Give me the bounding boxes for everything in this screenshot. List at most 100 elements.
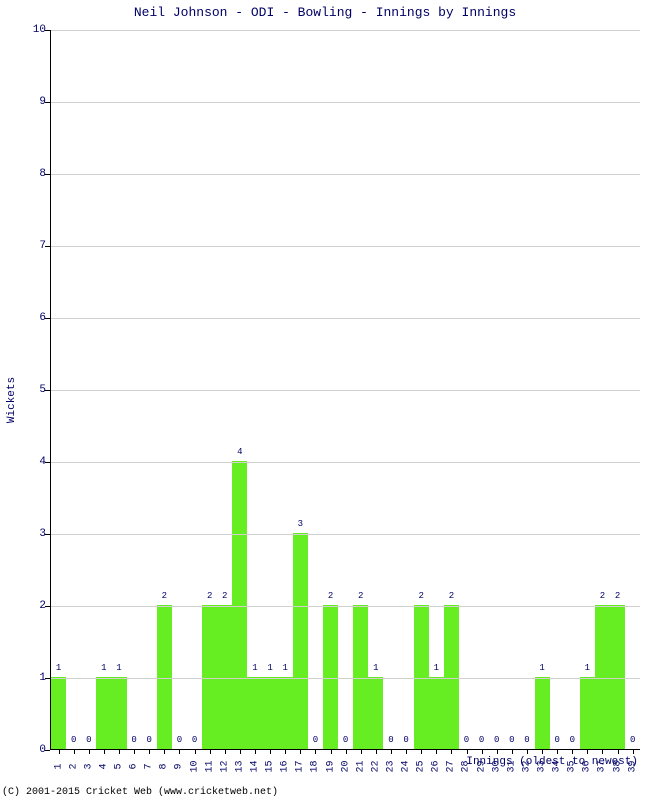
- xtick-label: 6: [129, 763, 140, 769]
- xtick-mark: [602, 749, 603, 754]
- ytick-label: 8: [39, 168, 46, 180]
- gridline: [51, 462, 640, 463]
- xtick-mark: [195, 749, 196, 754]
- y-axis-label: Wickets: [6, 377, 18, 423]
- bar: [51, 677, 66, 749]
- xtick-mark: [104, 749, 105, 754]
- bar-value-label: 0: [570, 735, 575, 745]
- xtick-label: 10: [189, 760, 200, 772]
- gridline: [51, 102, 640, 103]
- xtick-mark: [633, 749, 634, 754]
- bar-value-label: 2: [358, 591, 363, 601]
- xtick-mark: [134, 749, 135, 754]
- ytick-label: 1: [39, 672, 46, 684]
- chart-container: Neil Johnson - ODI - Bowling - Innings b…: [0, 0, 650, 800]
- bar-value-label: 0: [388, 735, 393, 745]
- gridline: [51, 30, 640, 31]
- xtick-label: 16: [280, 760, 291, 772]
- gridline: [51, 534, 640, 535]
- bar-value-label: 0: [479, 735, 484, 745]
- xtick-label: 12: [219, 760, 230, 772]
- bar-value-label: 0: [509, 735, 514, 745]
- bar: [535, 677, 550, 749]
- xtick-mark: [285, 749, 286, 754]
- bar-value-label: 1: [267, 663, 272, 673]
- copyright-text: (C) 2001-2015 Cricket Web (www.cricketwe…: [2, 787, 278, 798]
- xtick-mark: [467, 749, 468, 754]
- bar-value-label: 1: [373, 663, 378, 673]
- xtick-label: 22: [370, 760, 381, 772]
- xtick-mark: [346, 749, 347, 754]
- xtick-label: 19: [325, 760, 336, 772]
- xtick-mark: [376, 749, 377, 754]
- gridline: [51, 174, 640, 175]
- xtick-label: 13: [234, 760, 245, 772]
- plot-area: 1102031415060728090102112124131141151163…: [50, 30, 640, 750]
- gridline: [51, 678, 640, 679]
- bar: [580, 677, 595, 749]
- bar: [96, 677, 111, 749]
- xtick-label: 21: [355, 760, 366, 772]
- bar-value-label: 0: [343, 735, 348, 745]
- bar-value-label: 3: [298, 519, 303, 529]
- bar-value-label: 0: [313, 735, 318, 745]
- xtick-label: 14: [249, 760, 260, 772]
- gridline: [51, 246, 640, 247]
- xtick-label: 18: [310, 760, 321, 772]
- bar-value-label: 2: [328, 591, 333, 601]
- xtick-mark: [179, 749, 180, 754]
- bar-value-label: 2: [600, 591, 605, 601]
- bar-value-label: 1: [101, 663, 106, 673]
- bar-value-label: 1: [434, 663, 439, 673]
- bar-value-label: 2: [449, 591, 454, 601]
- chart-title: Neil Johnson - ODI - Bowling - Innings b…: [0, 5, 650, 20]
- bar-value-label: 2: [615, 591, 620, 601]
- bar-value-label: 1: [252, 663, 257, 673]
- xtick-mark: [451, 749, 452, 754]
- bar: [293, 533, 308, 749]
- ytick-label: 7: [39, 240, 46, 252]
- bar-value-label: 1: [116, 663, 121, 673]
- xtick-mark: [149, 749, 150, 754]
- xtick-mark: [572, 749, 573, 754]
- bar-value-label: 2: [222, 591, 227, 601]
- xtick-label: 26: [431, 760, 442, 772]
- bar-value-label: 0: [464, 735, 469, 745]
- ytick-label: 4: [39, 456, 46, 468]
- bar: [247, 677, 262, 749]
- bar-value-label: 0: [71, 735, 76, 745]
- xtick-mark: [587, 749, 588, 754]
- xtick-mark: [164, 749, 165, 754]
- xtick-label: 2: [68, 763, 79, 769]
- xtick-label: 15: [265, 760, 276, 772]
- xtick-mark: [89, 749, 90, 754]
- ytick-label: 5: [39, 384, 46, 396]
- ytick-label: 3: [39, 528, 46, 540]
- xtick-label: 5: [113, 763, 124, 769]
- bar-value-label: 4: [237, 447, 242, 457]
- xtick-label: 27: [446, 760, 457, 772]
- ytick-label: 6: [39, 312, 46, 324]
- bar-value-label: 0: [177, 735, 182, 745]
- bar-value-label: 0: [630, 735, 635, 745]
- xtick-mark: [436, 749, 437, 754]
- bar-value-label: 1: [282, 663, 287, 673]
- bar-value-label: 1: [585, 663, 590, 673]
- xtick-mark: [557, 749, 558, 754]
- xtick-label: 20: [340, 760, 351, 772]
- xtick-mark: [391, 749, 392, 754]
- bar-value-label: 0: [147, 735, 152, 745]
- bar-value-label: 1: [56, 663, 61, 673]
- bar-value-label: 2: [418, 591, 423, 601]
- gridline: [51, 390, 640, 391]
- xtick-label: 9: [174, 763, 185, 769]
- xtick-mark: [421, 749, 422, 754]
- xtick-mark: [300, 749, 301, 754]
- xtick-label: 11: [204, 760, 215, 772]
- xtick-mark: [59, 749, 60, 754]
- xtick-label: 25: [416, 760, 427, 772]
- bar-value-label: 0: [131, 735, 136, 745]
- xtick-label: 24: [401, 760, 412, 772]
- xtick-mark: [482, 749, 483, 754]
- bar-value-label: 1: [539, 663, 544, 673]
